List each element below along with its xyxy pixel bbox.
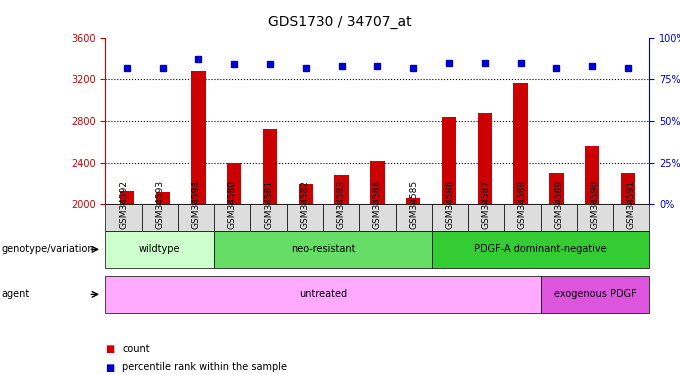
Bar <box>513 83 528 204</box>
Bar <box>227 163 241 204</box>
Text: exogenous PDGF: exogenous PDGF <box>554 290 636 299</box>
Text: PDGF-A dominant-negative: PDGF-A dominant-negative <box>474 244 607 254</box>
Text: GDS1730 / 34707_at: GDS1730 / 34707_at <box>268 15 412 29</box>
Text: neo-resistant: neo-resistant <box>291 244 355 254</box>
Text: GSM34589: GSM34589 <box>554 180 563 229</box>
Text: count: count <box>122 344 150 354</box>
Text: untreated: untreated <box>299 290 347 299</box>
Bar <box>477 112 492 204</box>
Text: GSM34580: GSM34580 <box>228 180 237 229</box>
Bar <box>442 117 456 204</box>
Text: ■: ■ <box>105 363 115 372</box>
Text: GSM34593: GSM34593 <box>155 180 165 229</box>
Bar <box>299 183 313 204</box>
Text: GSM34588: GSM34588 <box>518 180 527 229</box>
Text: GSM34585: GSM34585 <box>409 180 418 229</box>
Text: agent: agent <box>1 290 30 299</box>
Bar <box>370 160 385 204</box>
Text: GSM34591: GSM34591 <box>627 180 636 229</box>
Bar <box>406 198 420 204</box>
Text: percentile rank within the sample: percentile rank within the sample <box>122 363 288 372</box>
Bar <box>191 71 205 204</box>
Text: GSM34584: GSM34584 <box>373 180 382 229</box>
Text: wildtype: wildtype <box>139 244 181 254</box>
Bar <box>156 192 170 204</box>
Text: genotype/variation: genotype/variation <box>1 244 94 254</box>
Bar <box>335 175 349 204</box>
Text: GSM34592: GSM34592 <box>119 180 128 229</box>
Text: GSM34594: GSM34594 <box>192 180 201 229</box>
Bar <box>621 173 635 204</box>
Text: GSM34590: GSM34590 <box>590 180 600 229</box>
Text: GSM34581: GSM34581 <box>264 180 273 229</box>
Text: GSM34582: GSM34582 <box>301 180 309 229</box>
Bar <box>263 129 277 204</box>
Text: GSM34586: GSM34586 <box>445 180 454 229</box>
Text: ■: ■ <box>105 344 115 354</box>
Bar <box>120 191 134 204</box>
Bar <box>585 146 599 204</box>
Bar <box>549 173 564 204</box>
Text: GSM34583: GSM34583 <box>337 180 345 229</box>
Text: GSM34587: GSM34587 <box>481 180 491 229</box>
